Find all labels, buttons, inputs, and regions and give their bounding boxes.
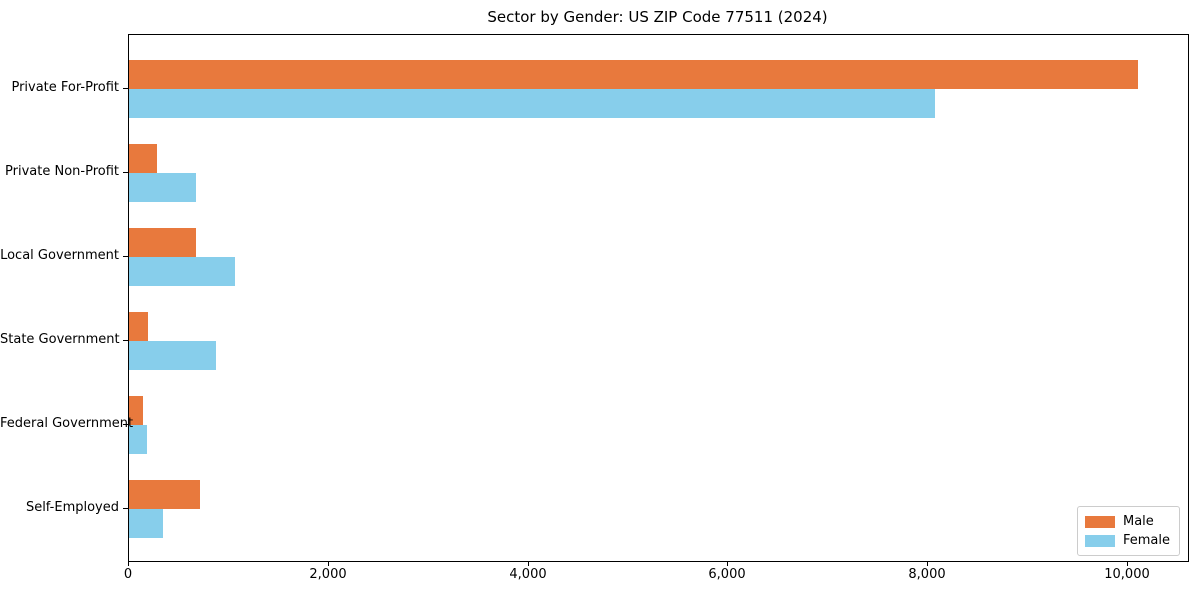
legend: Male Female (1076, 506, 1180, 556)
bar-male-private-non-profit (129, 144, 157, 173)
legend-swatch-male (1084, 515, 1115, 528)
y-tick-label-self-employed: Self-Employed (25, 500, 119, 515)
bar-female-state-government (129, 341, 216, 370)
bar-male-federal-government (129, 396, 143, 425)
legend-item-male: Male (1084, 512, 1170, 531)
x-tick-label-8-000: 8,000 (908, 567, 946, 582)
x-tick-mark-6-000 (727, 561, 728, 566)
legend-swatch-female (1084, 534, 1115, 547)
plot-area: Male Female (128, 34, 1189, 562)
x-tick-mark-8-000 (927, 561, 928, 566)
x-tick-label-4-000: 4,000 (509, 567, 547, 582)
y-tick-mark-private-for-profit (123, 88, 128, 89)
y-tick-label-private-non-profit: Private Non-Profit (5, 164, 119, 179)
x-tick-label-2-000: 2,000 (309, 567, 347, 582)
y-tick-label-state-government: State Government (0, 332, 120, 347)
x-tick-mark-0 (128, 561, 129, 566)
x-tick-label-10-000: 10,000 (1104, 567, 1150, 582)
x-tick-label-6-000: 6,000 (708, 567, 746, 582)
x-tick-label-0: 0 (123, 567, 133, 582)
y-tick-mark-local-government (123, 256, 128, 257)
legend-label-male: Male (1122, 514, 1154, 529)
y-tick-label-federal-government: Federal Government (0, 416, 134, 431)
y-tick-mark-state-government (123, 340, 128, 341)
bar-male-private-for-profit (129, 60, 1138, 89)
bar-female-federal-government (129, 425, 147, 454)
y-tick-label-private-for-profit: Private For-Profit (11, 80, 119, 95)
bar-female-private-for-profit (129, 89, 935, 118)
chart-title: Sector by Gender: US ZIP Code 77511 (202… (487, 8, 828, 26)
bar-female-local-government (129, 257, 235, 286)
bar-female-private-non-profit (129, 173, 196, 202)
bar-male-self-employed (129, 480, 200, 509)
bar-male-state-government (129, 312, 148, 341)
legend-label-female: Female (1122, 533, 1170, 548)
legend-item-female: Female (1084, 531, 1170, 550)
x-tick-mark-10-000 (1127, 561, 1128, 566)
y-tick-mark-federal-government (123, 424, 128, 425)
y-tick-mark-private-non-profit (123, 172, 128, 173)
x-tick-mark-2-000 (328, 561, 329, 566)
y-tick-mark-self-employed (123, 508, 128, 509)
bar-male-local-government (129, 228, 196, 257)
y-tick-label-local-government: Local Government (0, 248, 119, 263)
bar-female-self-employed (129, 509, 163, 538)
x-tick-mark-4-000 (528, 561, 529, 566)
